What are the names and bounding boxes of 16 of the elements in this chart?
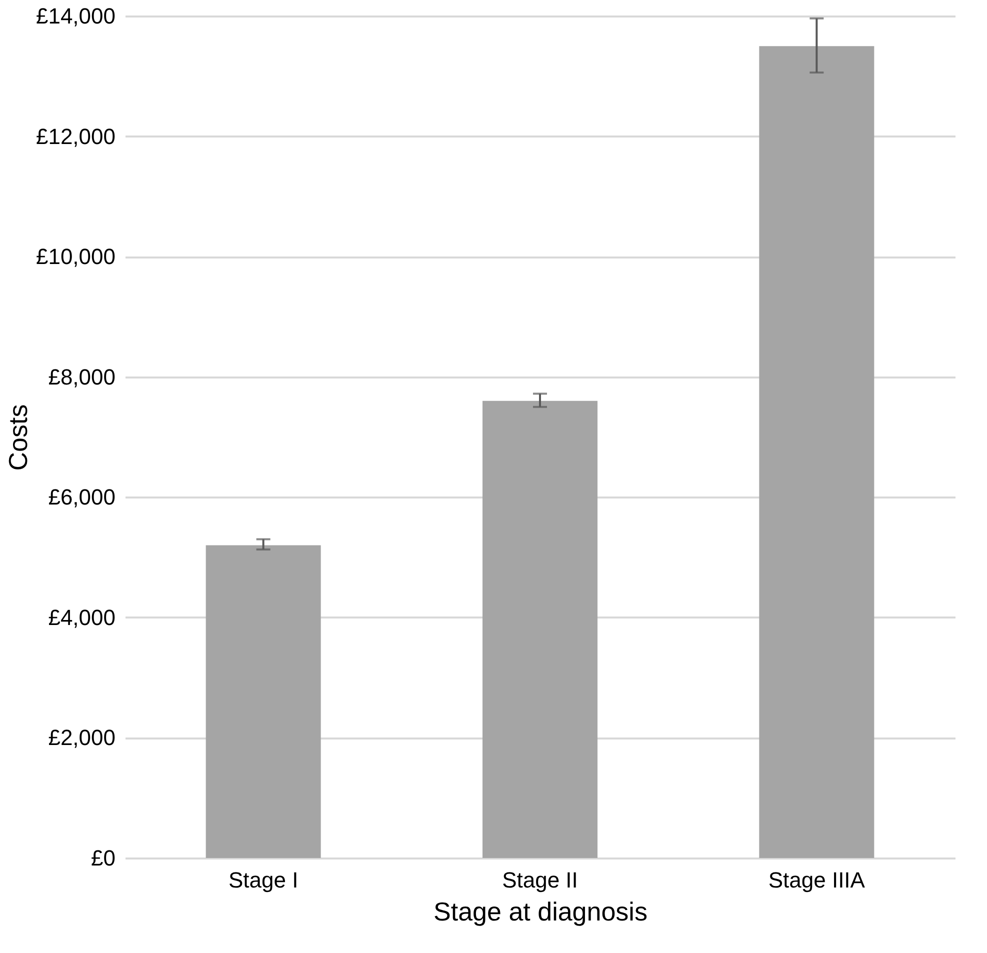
bar — [759, 46, 874, 858]
bar — [206, 545, 321, 858]
y-tick-label: £12,000 — [36, 124, 116, 149]
x-tick-label: Stage II — [502, 868, 578, 892]
x-tick-label: Stage I — [228, 868, 298, 892]
x-axis-title: Stage at diagnosis — [434, 896, 648, 926]
y-tick-label: £6,000 — [48, 484, 116, 510]
bar — [482, 400, 598, 858]
y-tick-label: £14,000 — [36, 4, 116, 28]
y-tick-label: £2,000 — [48, 725, 116, 750]
y-tick-label: £4,000 — [48, 604, 116, 630]
y-tick-label: £8,000 — [48, 364, 116, 390]
y-axis-title: Costs — [2, 404, 33, 471]
y-tick-label: £0 — [91, 846, 116, 870]
y-tick-label: £10,000 — [36, 244, 116, 270]
x-tick-label: Stage IIIA — [768, 868, 866, 892]
